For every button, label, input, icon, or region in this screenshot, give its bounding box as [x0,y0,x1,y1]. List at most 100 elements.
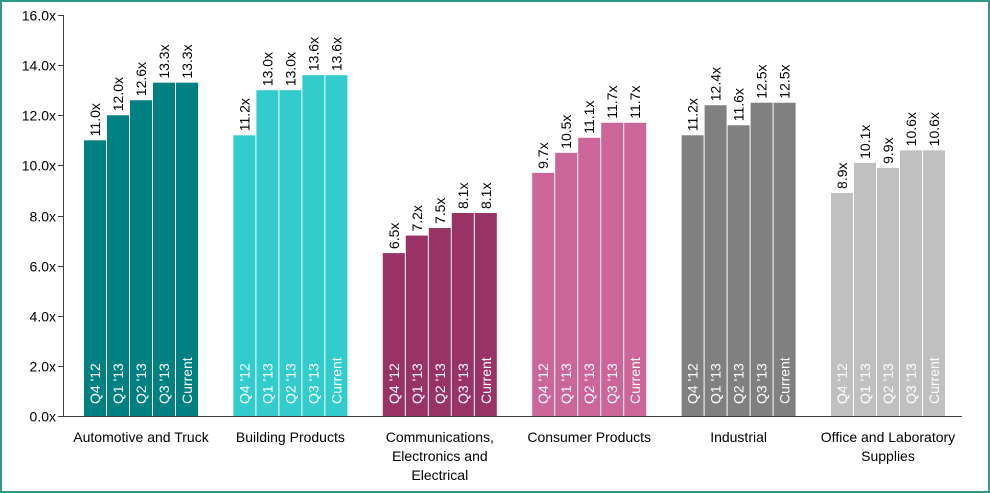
bar-consumer-products-q3-13 [601,122,624,417]
bar-value-label: 13.0x [259,52,275,86]
bar-period-label: Q4 '12 [834,363,850,404]
bar-office-and-laboratory-supplies-q3-13 [900,150,922,416]
bar-period-label: Current [328,357,344,404]
bar-period-label: Q4 '12 [535,363,551,404]
bar-period-label: Q2 '13 [880,363,896,404]
bar-value-label: 11.2x [685,98,701,131]
y-tick-label: 8.0x [30,209,56,225]
bar-value-label: 13.6x [305,37,321,71]
bar-industrial-q1-13 [704,105,727,416]
bar-building-products-q2-13 [279,90,302,416]
bar-period-label: Q2 '13 [581,363,597,404]
bar-value-label: 7.2x [409,205,425,231]
bar-period-label: Q1 '13 [857,363,873,404]
bar-value-label: 8.9x [834,162,850,188]
bar-period-label: Q1 '13 [409,363,425,404]
bar-period-label: Q3 '13 [156,363,172,404]
bar-consumer-products-current [624,122,647,417]
bar-value-label: 10.6x [926,112,942,146]
bar-value-label: 11.6x [731,88,747,121]
bar-value-label: 13.0x [282,52,298,86]
bar-industrial-q3-13 [750,102,773,416]
bar-value-label: 13.6x [328,37,344,71]
bar-period-label: Current [926,357,942,404]
bar-consumer-products-q1-13 [555,152,578,416]
bar-communications-electronics-and-electrical-q2-13 [428,228,451,416]
bar-value-label: 9.9x [880,137,896,163]
category-label: Consumer Products [527,429,652,445]
bar-period-label: Q2 '13 [133,363,149,404]
bar-automotive-and-truck-q4-12 [84,140,106,416]
y-tick-label: 10.0x [22,158,56,174]
y-tick-label: 16.0x [22,8,56,24]
y-tick-label: 4.0x [30,309,56,325]
bar-period-label: Current [777,357,793,404]
bar-period-label: Q3 '13 [754,363,770,404]
category-label: Communications, Electronics and Electric… [385,429,494,483]
bar-value-label: 12.5x [777,64,793,98]
bar-period-label: Q3 '13 [455,363,471,404]
bar-building-products-q1-13 [256,90,279,416]
bar-value-label: 10.5x [558,115,574,149]
y-tick-label: 0.0x [30,409,56,425]
bar-period-label: Q4 '12 [685,363,701,404]
bar-value-label: 8.1x [478,183,494,209]
category-label: Industrial [710,429,767,445]
bar-communications-electronics-and-electrical-q1-13 [405,235,428,416]
bar-value-label: 12.6x [133,62,149,96]
bar-period-label: Q1 '13 [259,363,275,404]
bar-period-label: Q1 '13 [708,363,724,404]
bar-value-label: 8.1x [455,183,471,209]
bar-value-label: 11.0x [87,103,103,136]
bar-automotive-and-truck-q1-13 [107,115,129,416]
bar-period-label: Q4 '12 [87,363,103,404]
bar-value-label: 13.3x [179,44,195,78]
bar-industrial-current [773,102,796,416]
y-tick-label: 6.0x [30,259,56,275]
bar-industrial-q4-12 [681,135,704,417]
bar-period-label: Q2 '13 [432,363,448,404]
bar-value-label: 12.5x [754,64,770,98]
bar-value-label: 13.3x [156,44,172,78]
bar-value-label: 11.7x [604,86,620,119]
bar-building-products-q3-13 [302,75,325,417]
bar-value-label: 9.7x [535,142,551,168]
y-tick-label: 14.0x [22,58,56,74]
bar-period-label: Q4 '12 [386,363,402,404]
bar-office-and-laboratory-supplies-q1-13 [854,162,876,416]
bar-value-label: 10.1x [857,125,873,159]
bar-value-label: 7.5x [432,198,448,224]
bar-period-label: Q1 '13 [558,363,574,404]
y-tick-label: 12.0x [22,108,56,124]
bar-automotive-and-truck-current [176,82,198,416]
bar-consumer-products-q2-13 [578,137,601,416]
category-label: Office and Laboratory Supplies [820,429,956,464]
bar-communications-electronics-and-electrical-current [474,212,497,416]
bar-office-and-laboratory-supplies-q4-12 [831,192,853,416]
bar-period-label: Q2 '13 [282,363,298,404]
bar-value-label: 10.6x [903,112,919,146]
bar-period-label: Q1 '13 [110,363,126,404]
bar-period-label: Current [478,357,494,404]
bar-automotive-and-truck-q2-13 [130,100,152,417]
bar-period-label: Current [179,357,195,404]
y-tick-label: 2.0x [30,359,56,375]
bar-value-label: 12.4x [708,67,724,101]
bar-industrial-q2-13 [727,125,750,417]
bar-period-label: Q3 '13 [903,363,919,404]
bar-period-label: Q3 '13 [305,363,321,404]
bar-value-label: 11.2x [236,98,252,131]
bar-value-label: 12.0x [110,77,126,111]
bar-building-products-current [325,75,348,417]
bar-communications-electronics-and-electrical-q3-13 [451,212,474,416]
bar-building-products-q4-12 [233,135,256,417]
bar-period-label: Q4 '12 [236,363,252,404]
bar-period-label: Current [627,357,643,404]
bar-value-label: 11.7x [627,86,643,119]
bar-communications-electronics-and-electrical-q4-12 [382,253,405,416]
bar-office-and-laboratory-supplies-current [923,150,945,416]
bar-value-label: 6.5x [386,223,402,249]
category-label: Building Products [235,429,345,445]
